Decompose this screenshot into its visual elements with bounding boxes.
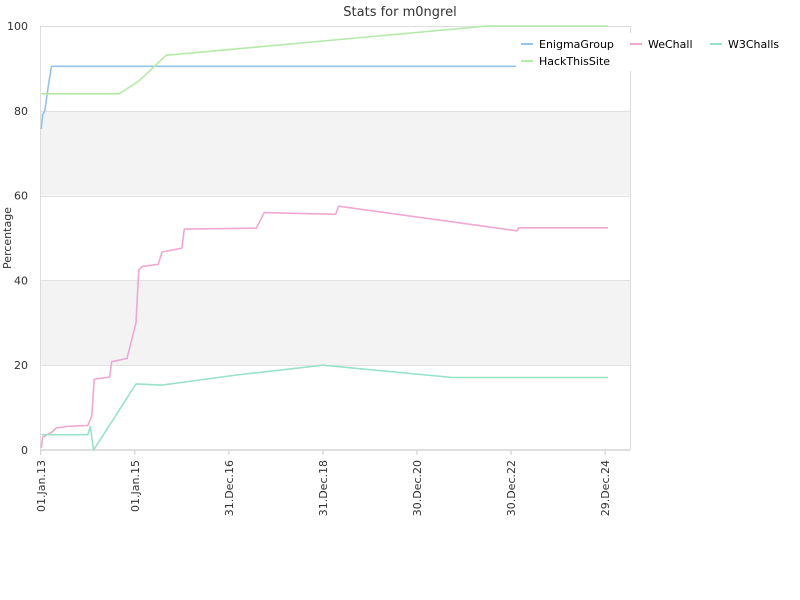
y-axis-ticks: 0 20 40 60 80 100: [7, 20, 28, 457]
series-lines: [40, 25, 608, 451]
legend-label: HackThisSite: [539, 55, 610, 68]
y-tick-label: 100: [7, 20, 28, 33]
grid-band: [40, 110, 630, 196]
x-tick-label: 01.Jan.15: [129, 460, 142, 512]
y-tick-label: 40: [14, 274, 28, 287]
legend-label: WeChall: [648, 38, 693, 51]
x-tick-label: 30.Dec.22: [505, 460, 518, 516]
series-line-hackthissite: [41, 25, 608, 95]
legend: EnigmaGroup WeChall W3Challs HackThisSite: [516, 33, 786, 71]
grid-band: [40, 280, 630, 366]
y-tick-label: 80: [14, 105, 28, 118]
grid-lines: [40, 26, 630, 451]
y-tick-label: 20: [14, 359, 28, 372]
series-line-enigmagroup: [40, 65, 530, 130]
y-axis-label: Percentage: [1, 207, 14, 269]
chart-title: Stats for m0ngrel: [343, 5, 456, 20]
x-tick-label: 30.Dec.20: [411, 460, 424, 516]
y-tick-label: 0: [21, 444, 28, 457]
series-line-w3challs: [41, 364, 608, 451]
x-tick-label: 01.Jan.13: [35, 460, 48, 512]
x-tick-label: 31.Dec.16: [223, 460, 236, 516]
legend-label: W3Challs: [728, 38, 779, 51]
x-tick-label: 31.Dec.18: [317, 460, 330, 516]
legend-background: [516, 33, 786, 71]
grid-bands: [40, 110, 630, 366]
series-line-wechall: [40, 205, 608, 448]
legend-label: EnigmaGroup: [539, 38, 614, 51]
x-axis-ticks: 01.Jan.13 01.Jan.15 31.Dec.16 31.Dec.18 30.D…: [35, 450, 612, 516]
plot-frame: [40, 26, 631, 450]
y-tick-label: 60: [14, 190, 28, 203]
x-tick-label: 29.Dec.24: [599, 460, 612, 516]
